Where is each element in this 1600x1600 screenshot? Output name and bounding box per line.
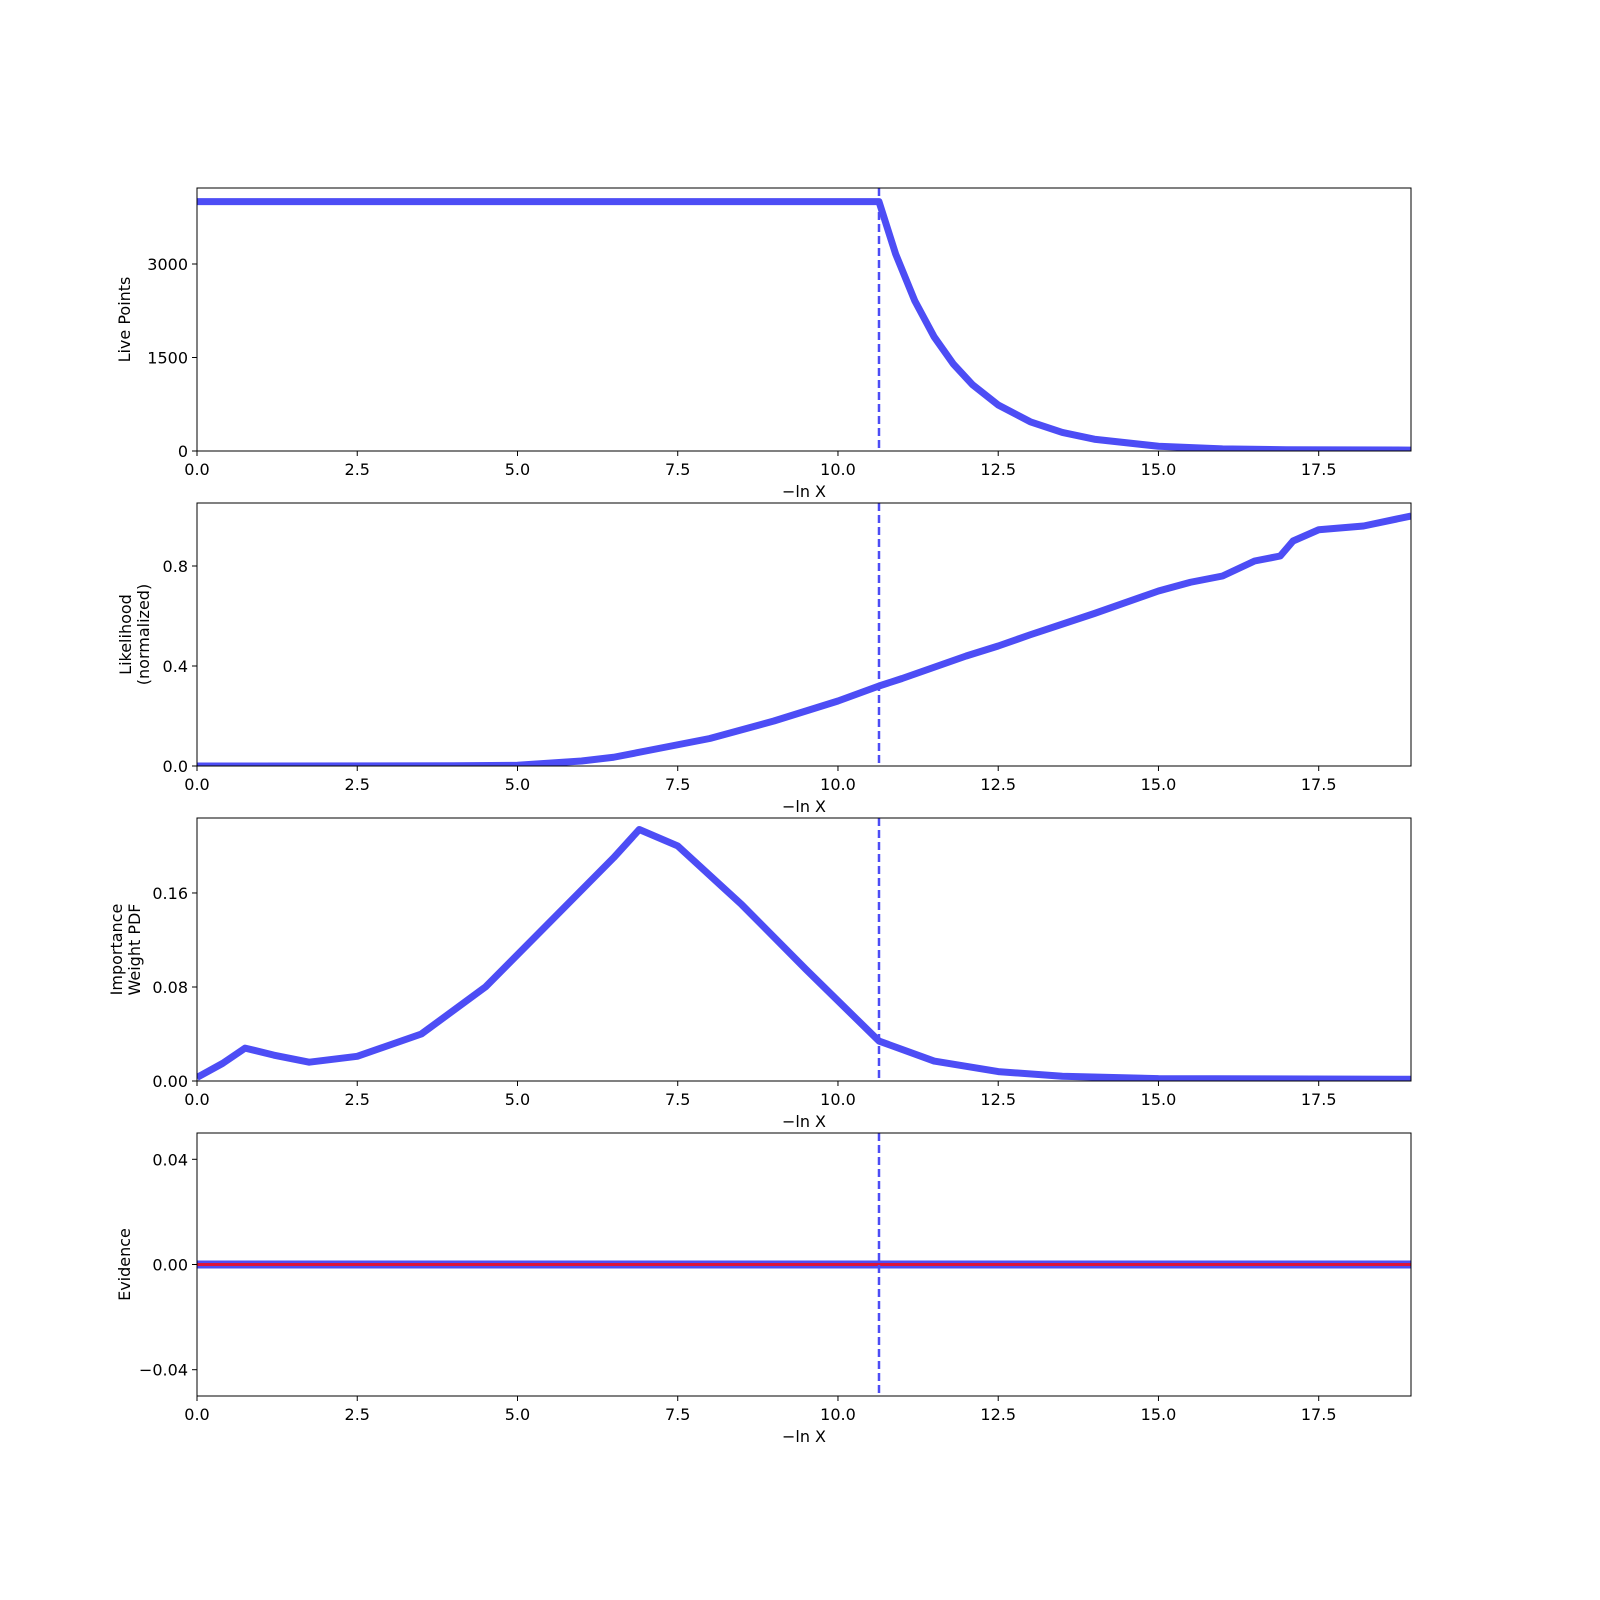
y-axis-label: Likelihood <box>116 594 135 675</box>
x-tick-label: 0.0 <box>184 1090 209 1109</box>
x-tick-label: 10.0 <box>820 775 856 794</box>
x-tick-label: 2.5 <box>345 460 370 479</box>
x-tick-label: 10.0 <box>820 1090 856 1109</box>
y-tick-label: 0.00 <box>152 1256 188 1275</box>
x-axis-label: −ln X <box>782 797 826 816</box>
x-axis-label: −ln X <box>782 1427 826 1446</box>
x-tick-label: 7.5 <box>665 775 690 794</box>
y-tick-label: 0 <box>178 442 188 461</box>
x-tick-label: 2.5 <box>345 1090 370 1109</box>
y-axis-label: Importance <box>107 904 126 996</box>
x-tick-label: 17.5 <box>1301 1405 1337 1424</box>
x-tick-label: 17.5 <box>1301 460 1337 479</box>
x-axis-label: −ln X <box>782 1112 826 1131</box>
x-tick-label: 0.0 <box>184 1405 209 1424</box>
y-tick-label: 0.04 <box>152 1150 188 1169</box>
x-tick-label: 12.5 <box>980 1405 1016 1424</box>
x-axis-label: −ln X <box>782 482 826 501</box>
x-tick-label: 17.5 <box>1301 775 1337 794</box>
axes-frame <box>196 187 1412 452</box>
x-tick-label: 2.5 <box>345 775 370 794</box>
x-tick-label: 2.5 <box>345 1405 370 1424</box>
x-tick-label: 5.0 <box>505 460 530 479</box>
y-tick-label: 0.0 <box>163 757 188 776</box>
y-tick-label: 1500 <box>147 348 188 367</box>
axes-frame <box>196 502 1412 767</box>
axes-frame <box>196 817 1412 1082</box>
y-axis-label: Evidence <box>115 1228 134 1301</box>
y-axis-label: Weight PDF <box>125 904 144 996</box>
y-tick-label: 3000 <box>147 255 188 274</box>
y-tick-label: 0.16 <box>152 884 188 903</box>
x-tick-label: 0.0 <box>184 775 209 794</box>
x-tick-label: 5.0 <box>505 775 530 794</box>
x-tick-label: 15.0 <box>1141 460 1177 479</box>
x-tick-label: 7.5 <box>665 1090 690 1109</box>
data-line <box>197 826 1411 1081</box>
x-tick-label: 12.5 <box>980 1090 1016 1109</box>
x-tick-label: 15.0 <box>1141 1090 1177 1109</box>
x-tick-label: 10.0 <box>820 1405 856 1424</box>
y-tick-label: 0.8 <box>163 557 188 576</box>
x-tick-label: 15.0 <box>1141 1405 1177 1424</box>
x-tick-label: 7.5 <box>665 1405 690 1424</box>
data-line <box>197 198 1411 451</box>
x-tick-label: 0.0 <box>184 460 209 479</box>
x-tick-label: 5.0 <box>505 1405 530 1424</box>
x-tick-label: 10.0 <box>820 460 856 479</box>
y-axis-label: (normalized) <box>134 584 153 685</box>
y-tick-label: 0.4 <box>163 657 188 676</box>
x-tick-label: 12.5 <box>980 775 1016 794</box>
data-line <box>197 512 1411 766</box>
y-axis-label: Live Points <box>115 277 134 363</box>
x-tick-label: 17.5 <box>1301 1090 1337 1109</box>
x-tick-label: 12.5 <box>980 460 1016 479</box>
y-tick-label: −0.04 <box>139 1361 188 1380</box>
y-tick-label: 0.00 <box>152 1072 188 1091</box>
x-tick-label: 15.0 <box>1141 775 1177 794</box>
x-tick-label: 7.5 <box>665 460 690 479</box>
y-tick-label: 0.08 <box>152 978 188 997</box>
x-tick-label: 5.0 <box>505 1090 530 1109</box>
